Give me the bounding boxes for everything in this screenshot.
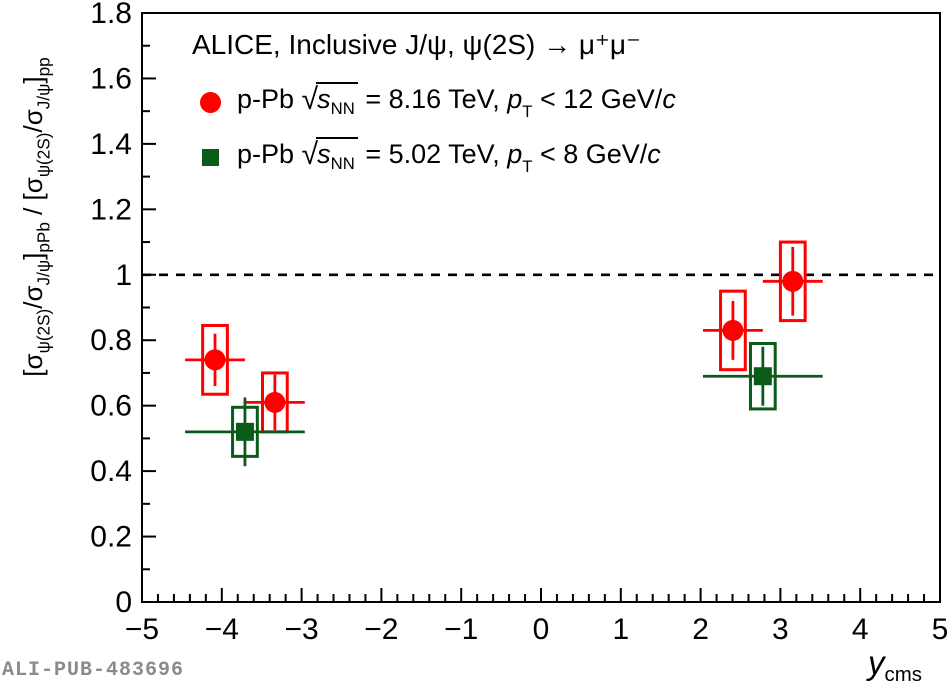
snn-overline: sNN [316, 137, 358, 172]
y-title-subscript: ψ(2S) [33, 132, 54, 178]
y-title-segment: ] [18, 252, 48, 260]
y-tick-label: 1 [115, 259, 132, 292]
legend-text: T [522, 157, 533, 177]
x-tick-label: 3 [772, 613, 789, 646]
x-title-subscript: cms [884, 663, 922, 687]
legend-title: ALICE, Inclusive J/ψ, ψ(2S) → μ⁺μ⁻ [192, 29, 641, 60]
x-tick-label: 4 [852, 613, 869, 646]
data-point-marker [782, 270, 804, 292]
legend-entry-816tev: p-Pb √sNN = 8.16 TeV, pT < 12 GeV/c [200, 82, 676, 122]
x-tick-label: −5 [125, 613, 159, 646]
y-title-segment: ] [18, 76, 48, 84]
y-tick-label: 1.8 [90, 0, 132, 30]
legend-text: = 5.02 TeV, [357, 139, 508, 169]
legend-entry-label: p-Pb √sNN = 8.16 TeV, pT < 12 GeV/c [237, 82, 676, 122]
legend-text: NN [330, 153, 355, 173]
data-point-marker [264, 391, 286, 413]
y-title-subscript: pp [33, 57, 54, 77]
y-title-subscript: ψ(2S) [33, 308, 54, 354]
y-title-subscript: pPb [33, 222, 54, 253]
figure-id-label: ALI-PUB-483696 [2, 659, 185, 682]
x-tick-label: −1 [444, 613, 478, 646]
legend-text: p [507, 84, 523, 114]
data-point-marker [235, 422, 254, 441]
y-tick-label: 0.4 [90, 455, 132, 488]
sqrt-symbol: √ [301, 83, 319, 116]
syst-error-box [719, 289, 747, 372]
legend-text: < 12 GeV/ [532, 84, 663, 114]
x-tick-label: 2 [692, 613, 709, 646]
x-title-variable: y [868, 644, 885, 681]
syst-error-box [748, 341, 777, 411]
data-point-marker [753, 367, 772, 386]
sqrt-symbol: √ [301, 138, 319, 171]
y-tick-label: 0.6 [90, 390, 132, 423]
x-tick-label: −2 [364, 613, 398, 646]
x-tick-label: 5 [932, 613, 949, 646]
legend-text: p-Pb [237, 84, 302, 114]
syst-error-box [231, 405, 259, 458]
legend-text: s [317, 139, 331, 169]
y-title-subscript: J/ψ [33, 259, 54, 286]
y-tick-label: 0 [115, 586, 132, 619]
y-axis-title: [σψ(2S)/σJ/ψ]pPb / [σψ(2S)/σJ/ψ]pp [12, 1, 54, 433]
legend-text: p [507, 139, 523, 169]
y-title-segment: /σ [18, 109, 48, 133]
x-tick-label: −4 [205, 613, 239, 646]
x-axis-title: ycms [868, 644, 922, 687]
data-point-marker [204, 349, 226, 371]
y-title-segment: / [σ [18, 177, 48, 223]
legend-text: T [522, 102, 533, 122]
snn-overline: sNN [316, 82, 358, 117]
legend-text: = 8.16 TeV, [357, 84, 508, 114]
y-title-subscript: J/ψ [33, 83, 54, 110]
red-circle-marker-icon [200, 91, 221, 113]
legend-entry-label: p-Pb √sNN = 5.02 TeV, pT < 8 GeV/c [237, 137, 661, 177]
y-tick-label: 0.8 [90, 324, 132, 357]
x-tick-label: −3 [284, 613, 318, 646]
x-tick-label: 0 [533, 613, 550, 646]
legend-text: p-Pb [237, 139, 302, 169]
syst-error-box [201, 323, 229, 396]
y-title-segment: [σ [18, 353, 48, 377]
legend-entry-502tev: p-Pb √sNN = 5.02 TeV, pT < 8 GeV/c [200, 137, 661, 177]
y-tick-label: 1.6 [90, 62, 132, 95]
y-title-segment: /σ [18, 285, 48, 309]
legend-text: < 8 GeV/ [532, 139, 648, 169]
y-tick-label: 1.4 [90, 128, 132, 161]
legend-text: s [317, 84, 331, 114]
x-tick-label: 1 [612, 613, 629, 646]
green-square-marker-icon [202, 148, 219, 166]
y-tick-label: 1.2 [90, 193, 132, 226]
legend-text: c [647, 139, 661, 169]
y-tick-label: 0.2 [90, 521, 132, 554]
data-point-marker [722, 319, 744, 341]
syst-error-box [778, 240, 807, 323]
legend-text: c [662, 84, 676, 114]
legend-text: NN [330, 98, 355, 118]
